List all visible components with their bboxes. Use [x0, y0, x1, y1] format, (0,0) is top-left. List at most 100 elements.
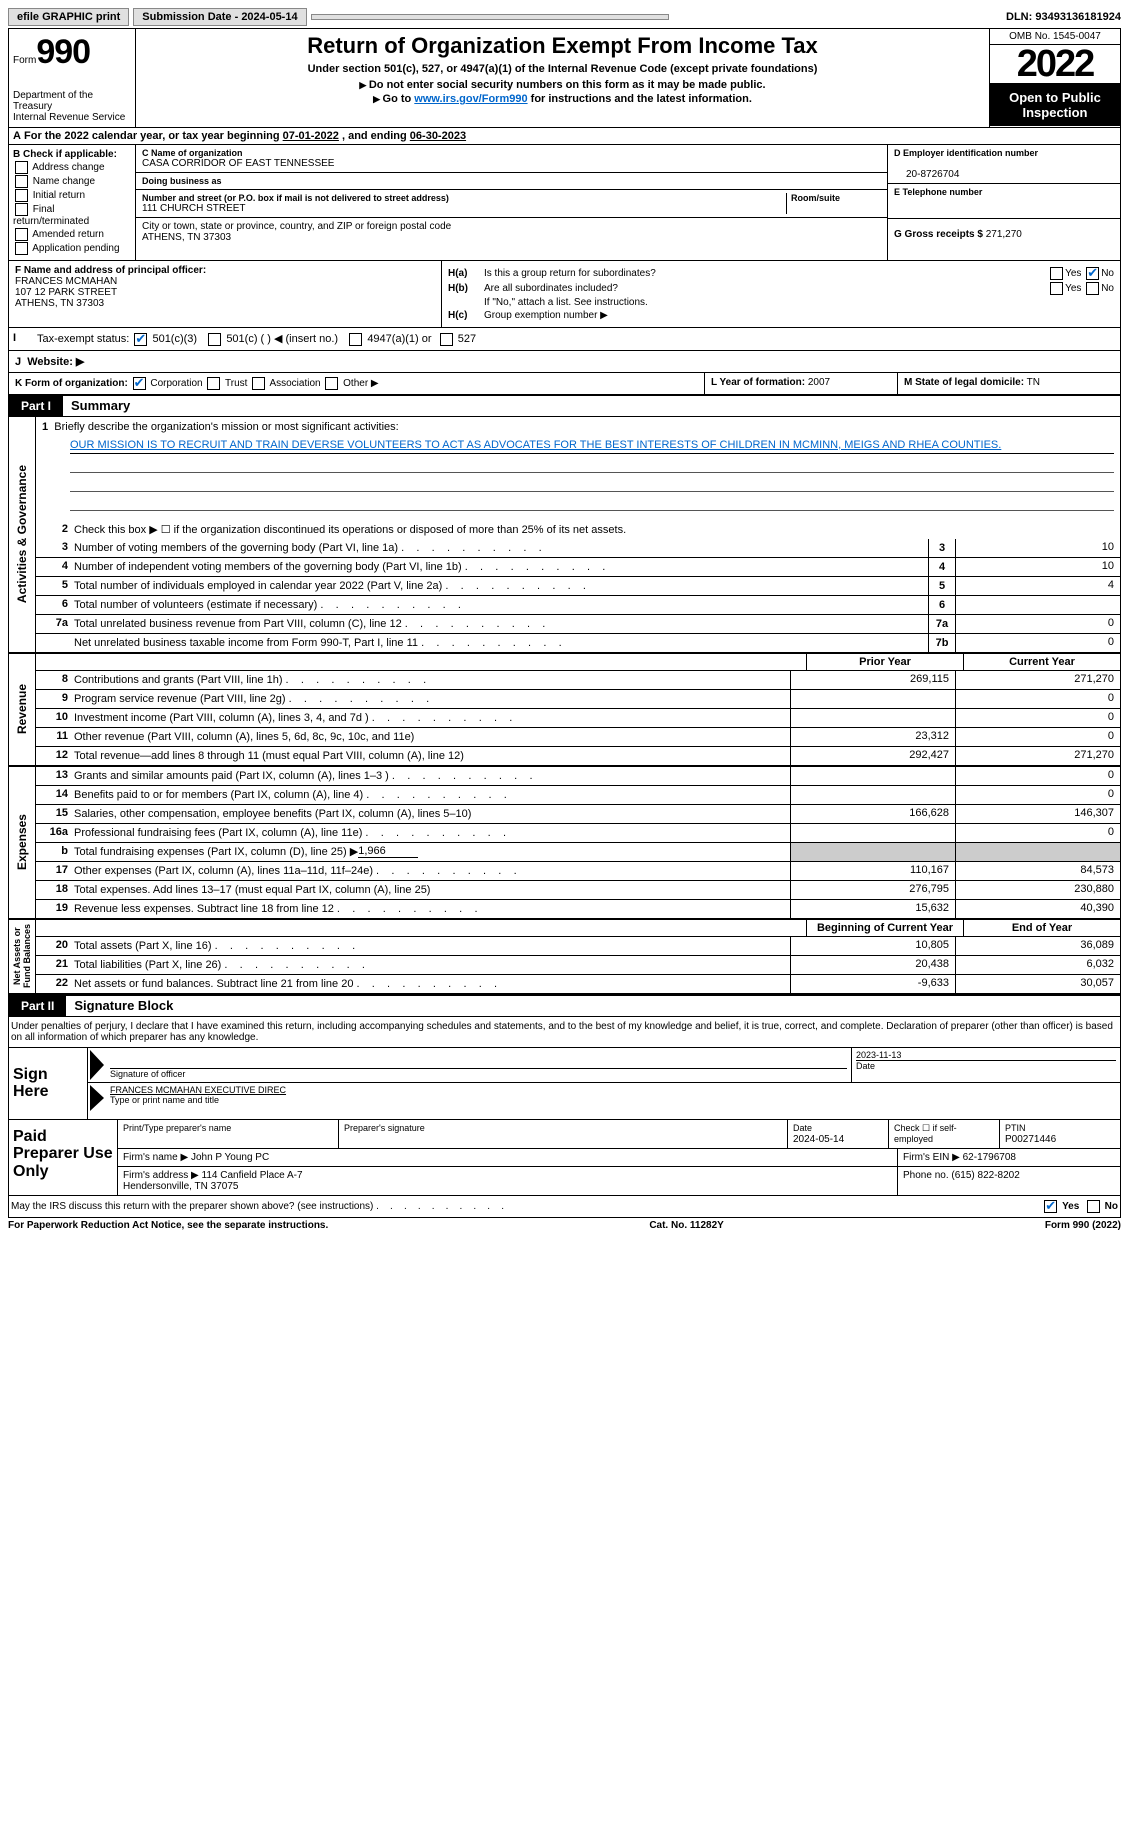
exp14-curr: 0 — [955, 786, 1120, 804]
part1-title: Summary — [63, 398, 130, 413]
group-return: H(a)Is this a group return for subordina… — [442, 261, 1120, 327]
part1-header: Part I Summary — [9, 396, 1120, 417]
net20-beg: 10,805 — [790, 937, 955, 955]
val-line7a: 0 — [956, 615, 1120, 633]
arrow-icon — [88, 1048, 106, 1082]
cb-name-change[interactable]: Name change — [13, 175, 131, 188]
spacer-btn — [311, 14, 669, 20]
val-line6 — [956, 596, 1120, 614]
col-c-org-info: C Name of organization CASA CORRIDOR OF … — [136, 145, 887, 260]
efile-topbar: efile GRAPHIC print Submission Date - 20… — [8, 8, 1121, 26]
b-title: B Check if applicable: — [13, 149, 117, 160]
city-cell: City or town, state or province, country… — [136, 218, 887, 246]
section-activities-gov: Activities & Governance 1 Briefly descri… — [9, 417, 1120, 654]
dept-treasury: Department of the Treasury Internal Reve… — [13, 90, 131, 123]
cb-amended-return[interactable]: Amended return — [13, 228, 131, 241]
gross-receipts-value: 271,270 — [986, 229, 1022, 240]
suite-label: Room/suite — [791, 193, 881, 203]
net21-end: 6,032 — [955, 956, 1120, 974]
gross-receipts-cell: G Gross receipts $ 271,270 — [888, 219, 1120, 243]
dln-label: DLN: 93493136181924 — [1006, 11, 1121, 23]
sig-name-value: FRANCES MCMAHAN EXECUTIVE DIREC — [110, 1085, 1116, 1095]
rev9-curr: 0 — [955, 690, 1120, 708]
rev11-prior: 23,312 — [790, 728, 955, 746]
org-street: 111 CHURCH STREET — [142, 203, 786, 214]
cb-initial-return[interactable]: Initial return — [13, 189, 131, 202]
section-net-assets: Net Assets or Fund Balances Beginning of… — [9, 920, 1120, 995]
sign-here-label: Sign Here — [9, 1048, 87, 1119]
open-to-public: Open to Public Inspection — [990, 84, 1120, 126]
rev11-curr: 0 — [955, 728, 1120, 746]
form-title: Return of Organization Exempt From Incom… — [144, 33, 981, 59]
section-expenses: Expenses 13Grants and similar amounts pa… — [9, 767, 1120, 920]
form-title-box: Return of Organization Exempt From Incom… — [136, 29, 989, 127]
line2-checkbox: Check this box ▶ ☐ if the organization d… — [72, 521, 1120, 539]
goto-note: Go to www.irs.gov/Form990 for instructio… — [144, 93, 981, 105]
firm-name: John P Young PC — [191, 1152, 269, 1163]
part2-tab: Part II — [9, 996, 66, 1016]
rev12-curr: 271,270 — [955, 747, 1120, 765]
exp17-prior: 110,167 — [790, 862, 955, 880]
arrow-icon — [88, 1083, 106, 1113]
exp17-curr: 84,573 — [955, 862, 1120, 880]
section-revenue: Revenue Prior YearCurrent Year 8Contribu… — [9, 654, 1120, 767]
cb-corporation[interactable] — [133, 377, 146, 390]
part2-title: Signature Block — [66, 998, 173, 1013]
ssn-note: Do not enter social security numbers on … — [144, 79, 981, 91]
may-discuss-yes[interactable] — [1044, 1200, 1057, 1213]
exp19-prior: 15,632 — [790, 900, 955, 918]
rev12-prior: 292,427 — [790, 747, 955, 765]
rev8-prior: 269,115 — [790, 671, 955, 689]
form-number-box: Form990 Department of the Treasury Inter… — [9, 29, 136, 127]
ptin-value: P00271446 — [1005, 1134, 1056, 1145]
exp15-curr: 146,307 — [955, 805, 1120, 823]
form-number: 990 — [36, 33, 90, 71]
ha-no-checked — [1086, 267, 1099, 280]
col-d-ein: D Employer identification number 20-8726… — [887, 145, 1120, 260]
efile-graphic-btn[interactable]: efile GRAPHIC print — [8, 8, 129, 26]
tax-exempt-status: I Tax-exempt status: 501(c)(3) 501(c) ( … — [9, 328, 1120, 351]
penalties-text: Under penalties of perjury, I declare th… — [9, 1017, 1120, 1047]
net22-end: 30,057 — [955, 975, 1120, 993]
mission-text: OUR MISSION IS TO RECRUIT AND TRAIN DEVE… — [70, 439, 1114, 454]
dba-cell: Doing business as — [136, 173, 887, 190]
org-name-cell: C Name of organization CASA CORRIDOR OF … — [136, 145, 887, 173]
hb-note: If "No," attach a list. See instructions… — [484, 297, 1114, 308]
submission-date-btn[interactable]: Submission Date - 2024-05-14 — [133, 8, 306, 26]
ein-cell: D Employer identification number 20-8726… — [888, 145, 1120, 184]
may-discuss-row: May the IRS discuss this return with the… — [9, 1196, 1120, 1217]
exp16b-val: 1,966 — [358, 845, 418, 858]
exp18-prior: 276,795 — [790, 881, 955, 899]
hdr-endofyear: End of Year — [963, 920, 1120, 936]
paid-preparer-block: Paid Preparer Use Only Print/Type prepar… — [9, 1120, 1120, 1196]
form-container: Form990 Department of the Treasury Inter… — [8, 28, 1121, 1218]
vlabel-revenue: Revenue — [15, 684, 29, 734]
org-name: CASA CORRIDOR OF EAST TENNESSEE — [142, 158, 881, 169]
hdr-prior-year: Prior Year — [806, 654, 963, 670]
val-line7b: 0 — [956, 634, 1120, 652]
sign-here-block: Sign Here Signature of officer 2023-11-1… — [9, 1047, 1120, 1120]
section-bcd: B Check if applicable: Address change Na… — [9, 145, 1120, 261]
cb-501c3[interactable] — [134, 333, 147, 346]
irs-link[interactable]: www.irs.gov/Form990 — [414, 93, 527, 105]
vlabel-expenses: Expenses — [15, 814, 29, 870]
sig-officer-label: Signature of officer — [110, 1068, 847, 1079]
net20-end: 36,089 — [955, 937, 1120, 955]
prep-date: 2024-05-14 — [793, 1134, 844, 1145]
section-fh: F Name and address of principal officer:… — [9, 261, 1120, 328]
cb-app-pending[interactable]: Application pending — [13, 242, 131, 255]
val-line4: 10 — [956, 558, 1120, 576]
paid-preparer-label: Paid Preparer Use Only — [9, 1120, 117, 1195]
org-city: ATHENS, TN 37303 — [142, 232, 881, 243]
val-line3: 10 — [956, 539, 1120, 557]
footer-pra: For Paperwork Reduction Act Notice, see … — [8, 1220, 328, 1231]
cb-address-change[interactable]: Address change — [13, 161, 131, 174]
state-domicile: TN — [1027, 377, 1040, 388]
tax-year: 2022 — [990, 45, 1120, 84]
footer-cat: Cat. No. 11282Y — [328, 1220, 1045, 1231]
cb-final-return[interactable]: Final return/terminated — [13, 203, 131, 227]
mission-block: 1 Briefly describe the organization's mi… — [36, 417, 1120, 437]
form-of-org-row: K Form of organization: Corporation Trus… — [9, 373, 1120, 396]
part1-tab: Part I — [9, 396, 63, 416]
line-a-tax-year: A For the 2022 calendar year, or tax yea… — [9, 128, 1120, 145]
